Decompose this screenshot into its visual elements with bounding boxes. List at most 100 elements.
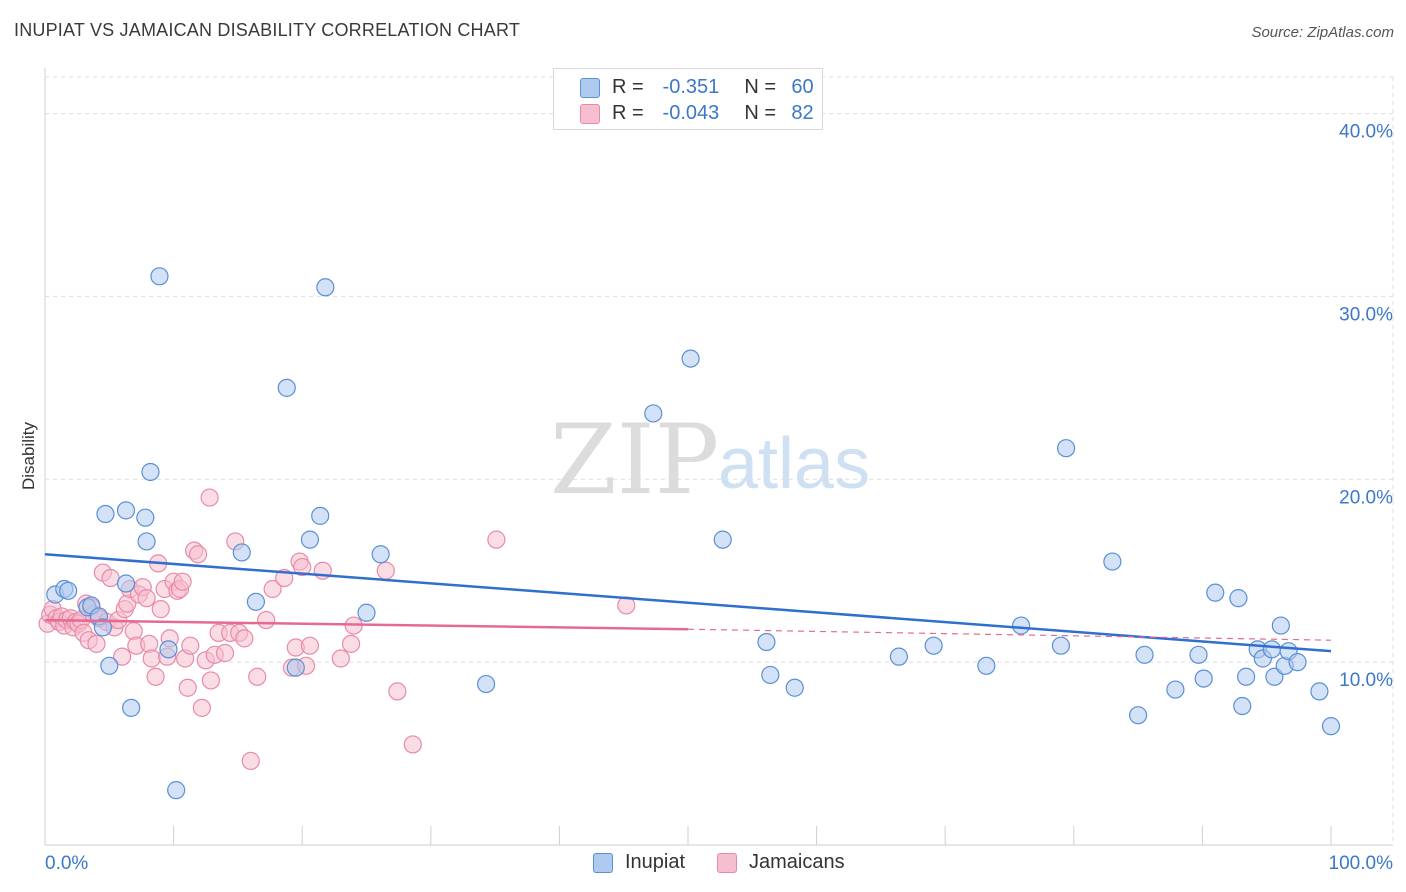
inupiat-point xyxy=(1128,706,1148,725)
jamaicans-point xyxy=(181,636,200,655)
axes xyxy=(44,68,1393,846)
inupiat-point xyxy=(1189,645,1208,664)
inupiat-point xyxy=(357,603,376,622)
chart-title: INUPIAT VS JAMAICAN DISABILITY CORRELATI… xyxy=(14,20,521,40)
inupiat-point xyxy=(1166,680,1185,699)
inupiat-point xyxy=(150,267,169,286)
inupiat-point xyxy=(116,574,136,593)
inupiat-point xyxy=(167,781,186,800)
inupiat-point xyxy=(141,462,160,482)
inupiat-point xyxy=(1103,552,1122,571)
inupiat-point xyxy=(1237,667,1256,686)
jamaicans-point xyxy=(188,545,208,564)
inupiat-point xyxy=(1271,616,1290,635)
jamaicans-point xyxy=(388,682,407,701)
jamaicans-point xyxy=(235,629,254,648)
legend-r-label: R = xyxy=(612,76,644,98)
y-tick-label: 40.0% xyxy=(1339,122,1393,143)
inupiat-point xyxy=(136,508,155,527)
jamaicans-point xyxy=(151,600,170,619)
inupiat-point xyxy=(644,404,663,423)
legend-n-value: 60 xyxy=(791,76,814,98)
jamaicans-point xyxy=(87,634,106,653)
inupiat-point xyxy=(1262,640,1281,659)
inupiat-point xyxy=(1229,589,1248,608)
y-tick-label: 30.0% xyxy=(1339,304,1393,325)
axis-labels: 10.0% 20.0% 30.0% 40.0% 0.0% 100.0% Disability xyxy=(19,122,1393,874)
legend-r-value: -0.043 xyxy=(662,102,720,124)
jamaicans-point xyxy=(101,568,120,588)
inupiat-point xyxy=(100,656,119,675)
jamaicans-point xyxy=(215,643,235,663)
inupiat-point xyxy=(476,674,496,694)
inupiat-point xyxy=(300,530,320,549)
inupiat-point xyxy=(1321,717,1341,736)
y-tick-label: 10.0% xyxy=(1339,670,1393,691)
jamaicans-point xyxy=(300,636,320,655)
inupiat-point xyxy=(977,656,996,675)
gridlines xyxy=(45,76,1394,845)
watermark: ZIP atlas xyxy=(550,404,870,516)
jamaicans-point xyxy=(113,647,132,666)
inupiat-point xyxy=(761,665,780,685)
jamaicans-point xyxy=(146,667,165,686)
jamaicans-point xyxy=(241,751,260,770)
trend-lines xyxy=(44,553,1332,653)
data-points xyxy=(38,267,1341,800)
legend-n-value: 82 xyxy=(791,102,814,124)
jamaicans-point xyxy=(200,488,219,507)
inupiat-point xyxy=(96,504,115,524)
watermark-atlas: atlas xyxy=(718,424,870,504)
inupiat-point xyxy=(1051,636,1071,655)
inupiat-point xyxy=(59,581,78,600)
inupiat-point xyxy=(1135,645,1154,664)
inupiat-point xyxy=(277,378,296,397)
legend-n-label: N = xyxy=(744,76,777,98)
inupiat-point xyxy=(116,501,136,520)
inupiat-point xyxy=(785,678,804,697)
correlation-legend: R = -0.351 N = 60 R = -0.043 N = 82 xyxy=(553,68,823,130)
inupiat-point xyxy=(1194,669,1213,688)
jamaicans-point xyxy=(257,610,276,630)
jamaicans-point xyxy=(201,671,220,690)
jamaicans-trend-line-extrapolated xyxy=(687,628,1332,641)
jamaicans-point xyxy=(263,579,282,599)
jamaicans-point xyxy=(142,649,161,668)
watermark-zip: ZIP xyxy=(550,404,719,516)
inupiat-point xyxy=(681,349,700,368)
inupiat-point xyxy=(371,545,390,564)
inupiat-point xyxy=(316,278,335,297)
jamaicans-point xyxy=(192,698,211,717)
inupiat-point xyxy=(1011,616,1031,635)
jamaicans-point xyxy=(376,561,395,580)
jamaicans-trend-line xyxy=(44,618,689,631)
inupiat-point xyxy=(713,530,732,549)
x-tick-label-min: 0.0% xyxy=(45,853,88,874)
legend-swatch-inupiat xyxy=(593,853,613,873)
x-tick-label-max: 100.0% xyxy=(1329,853,1394,874)
jamaicans-point xyxy=(487,530,506,549)
legend-swatch-jamaicans xyxy=(580,104,600,124)
jamaicans-point xyxy=(248,667,267,686)
inupiat-trend-line xyxy=(44,553,1332,653)
inupiat-point xyxy=(311,506,330,525)
legend-r-label: R = xyxy=(612,102,644,124)
legend-label-jamaicans: Jamaicans xyxy=(749,851,845,873)
jamaicans-point xyxy=(173,572,192,591)
series-legend: Inupiat Jamaicans xyxy=(0,851,1406,879)
jamaicans-point xyxy=(403,735,422,754)
jamaicans-point xyxy=(137,589,156,608)
inupiat-point xyxy=(1206,583,1225,602)
inupiat-point xyxy=(1233,696,1252,716)
inupiat-point xyxy=(1288,653,1307,672)
jamaicans-point xyxy=(331,649,350,668)
jamaicans-point xyxy=(293,557,312,577)
inupiat-point xyxy=(137,532,156,551)
inupiat-point xyxy=(93,618,112,637)
inupiat-point xyxy=(246,592,266,611)
inupiat-point xyxy=(889,647,909,666)
source-credit: Source: ZipAtlas.com xyxy=(1251,24,1394,41)
legend-r-value: -0.351 xyxy=(662,76,720,98)
jamaicans-point xyxy=(341,634,361,653)
